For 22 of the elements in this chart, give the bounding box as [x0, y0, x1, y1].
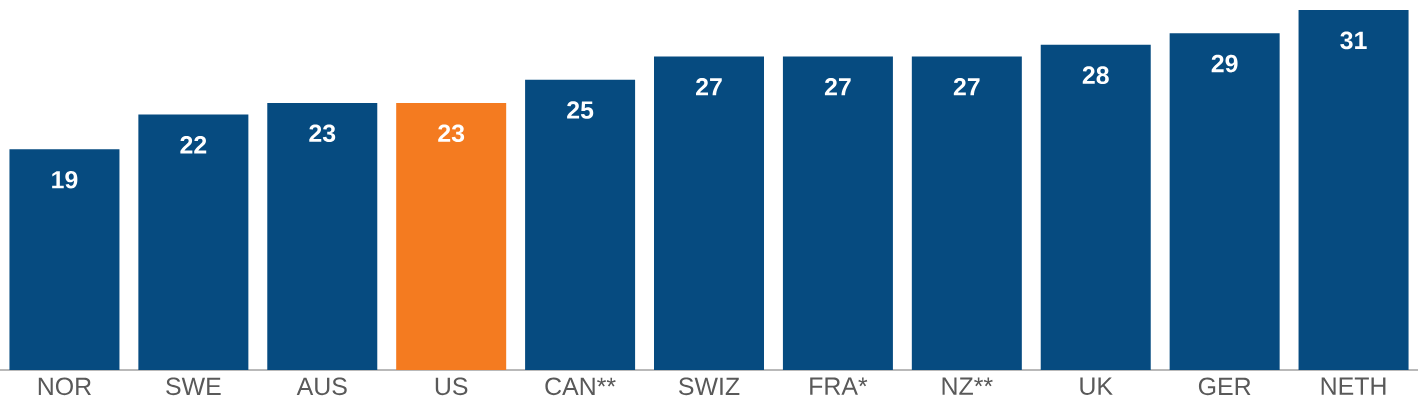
x-tick-label: AUS: [296, 377, 347, 396]
x-tick-label: NETH: [1321, 377, 1386, 395]
data-label: 23: [438, 124, 465, 143]
data-label: 25: [567, 101, 594, 119]
x-tick-label: NOR: [38, 377, 91, 396]
x-tick-label: CAN**: [545, 377, 616, 396]
data-label: 22: [180, 136, 207, 154]
data-label: 23: [309, 124, 336, 143]
data-label: 27: [696, 77, 722, 96]
data-label: 27: [953, 77, 980, 96]
data-label: 19: [52, 170, 78, 189]
x-tick-label: GER: [1198, 377, 1251, 396]
data-label: 29: [1211, 54, 1238, 73]
data-label: 27: [824, 77, 851, 96]
data-label: 28: [1082, 66, 1109, 84]
x-tick-label: UK: [1080, 377, 1113, 395]
x-tick-label: SWE: [166, 377, 221, 396]
x-tick-label: US: [435, 377, 468, 396]
data-label: 31: [1340, 31, 1367, 50]
x-tick-label: SWIZ: [679, 377, 740, 396]
x-tick-label: NZ**: [942, 377, 993, 395]
x-tick-label: FRA*: [810, 377, 868, 395]
